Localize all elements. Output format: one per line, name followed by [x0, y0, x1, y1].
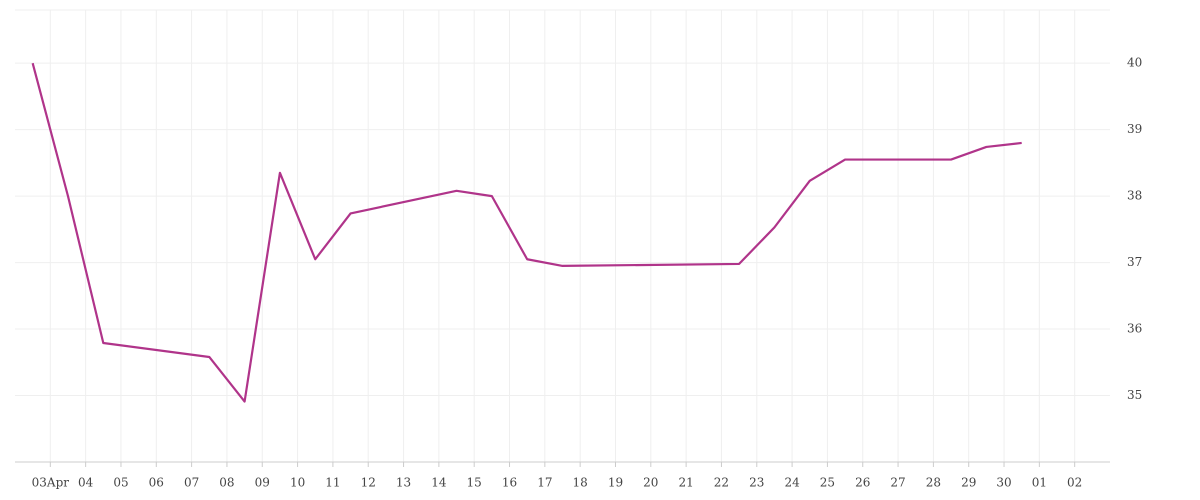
x-tick-label: 01 — [1032, 476, 1047, 490]
x-tick-label: 10 — [290, 476, 305, 490]
x-tick-label: 15 — [467, 476, 482, 490]
x-tick-label: 04 — [78, 476, 94, 490]
x-tick-label: 23 — [749, 476, 764, 490]
x-tick-label: 17 — [537, 476, 552, 490]
x-tick-label: 18 — [573, 476, 588, 490]
x-tick-label: 08 — [219, 476, 234, 490]
x-tick-label: 12 — [361, 476, 376, 490]
x-tick-label: 29 — [961, 476, 976, 490]
x-tick-label: 25 — [820, 476, 835, 490]
x-tick-label: 22 — [714, 476, 729, 490]
x-tick-label: 03Apr — [32, 476, 70, 490]
x-tick-label: 19 — [608, 476, 623, 490]
x-tick-label: 27 — [890, 476, 905, 490]
y-tick-label: 40 — [1127, 56, 1142, 70]
x-tick-label: 24 — [784, 476, 800, 490]
x-tick-label: 21 — [678, 476, 693, 490]
x-tick-label: 06 — [149, 476, 164, 490]
y-tick-label: 37 — [1127, 255, 1142, 269]
x-tick-label: 11 — [325, 476, 340, 490]
y-tick-label: 38 — [1127, 189, 1142, 203]
x-tick-label: 07 — [184, 476, 199, 490]
x-tick-label: 09 — [255, 476, 270, 490]
x-tick-label: 26 — [855, 476, 870, 490]
x-tick-label: 14 — [431, 476, 447, 490]
x-tick-label: 16 — [502, 476, 517, 490]
x-tick-label: 20 — [643, 476, 658, 490]
y-tick-label: 35 — [1127, 388, 1142, 402]
y-tick-label: 39 — [1127, 122, 1142, 136]
x-tick-label: 13 — [396, 476, 411, 490]
x-tick-label: 30 — [996, 476, 1011, 490]
x-tick-label: 02 — [1067, 476, 1082, 490]
x-tick-label: 05 — [113, 476, 128, 490]
y-tick-label: 36 — [1127, 322, 1142, 336]
data-line — [31, 62, 1022, 403]
x-tick-label: 28 — [926, 476, 941, 490]
